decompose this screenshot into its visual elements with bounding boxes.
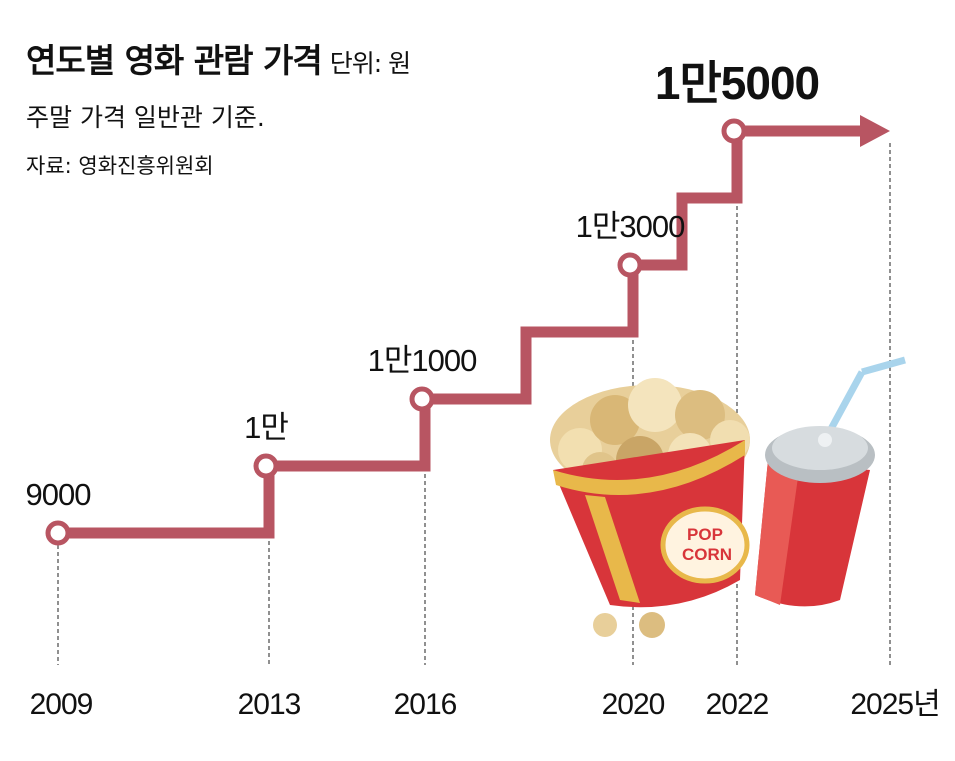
title-text: 연도별 영화 관람 가격 <box>26 41 323 80</box>
data-label: 1만 <box>244 410 288 445</box>
x-tick-label: 2016 <box>394 688 457 721</box>
data-point <box>409 386 435 412</box>
data-label: 1만1000 <box>368 343 477 378</box>
x-tick-label: 2025년 <box>850 688 939 721</box>
chart-source: 자료: 영화진흥위원회 <box>26 154 214 178</box>
x-tick-label: 2009 <box>30 688 93 721</box>
data-point <box>721 118 747 144</box>
drink-cup <box>755 356 906 607</box>
x-tick-label: 2022 <box>706 688 769 721</box>
chart-note: 주말 가격 일반관 기준. <box>26 103 265 132</box>
popcorn-bucket: POP CORN <box>553 440 750 608</box>
x-tick-label: 2013 <box>238 688 301 721</box>
x-tick-label: 2020 <box>602 688 665 721</box>
step-line <box>58 125 865 539</box>
popcorn-illustration: POP CORN <box>550 356 906 638</box>
arrow-head <box>860 115 890 147</box>
chart-title: 연도별 영화 관람 가격 단위: 원 <box>26 34 411 82</box>
data-label: 1만3000 <box>576 209 685 244</box>
data-point <box>45 520 71 546</box>
popcorn-logo-text: POP <box>687 525 723 544</box>
data-label: 1만5000 <box>655 57 819 109</box>
svg-text:CORN: CORN <box>682 545 732 564</box>
unit-label: 단위: 원 <box>329 49 411 78</box>
data-point <box>617 252 643 278</box>
data-point <box>253 453 279 479</box>
data-label: 9000 <box>26 477 92 512</box>
